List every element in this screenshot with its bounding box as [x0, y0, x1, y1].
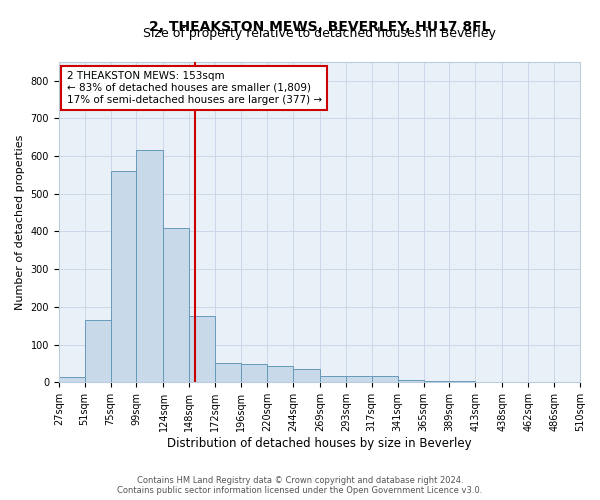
Y-axis label: Number of detached properties: Number of detached properties — [15, 134, 25, 310]
Bar — [59, 376, 85, 382]
Bar — [85, 320, 110, 382]
Bar — [190, 316, 215, 382]
Text: 2 THEAKSTON MEWS: 153sqm
← 83% of detached houses are smaller (1,809)
17% of sem: 2 THEAKSTON MEWS: 153sqm ← 83% of detach… — [67, 72, 322, 104]
X-axis label: Distribution of detached houses by size in Beverley: Distribution of detached houses by size … — [167, 437, 472, 450]
Text: 2, THEAKSTON MEWS, BEVERLEY, HU17 8FL: 2, THEAKSTON MEWS, BEVERLEY, HU17 8FL — [149, 20, 490, 34]
Bar — [372, 376, 398, 382]
Bar — [215, 364, 241, 382]
Bar — [110, 171, 136, 382]
Title: Size of property relative to detached houses in Beverley: Size of property relative to detached ho… — [143, 26, 496, 40]
Text: Contains HM Land Registry data © Crown copyright and database right 2024.
Contai: Contains HM Land Registry data © Crown c… — [118, 476, 482, 495]
Bar — [320, 376, 346, 382]
Bar — [449, 381, 475, 382]
Bar — [267, 366, 293, 382]
Bar — [346, 376, 372, 382]
Bar — [424, 381, 449, 382]
Bar — [241, 364, 267, 382]
Bar — [136, 150, 163, 382]
Bar — [293, 369, 320, 382]
Bar — [163, 228, 190, 382]
Bar — [398, 380, 424, 382]
